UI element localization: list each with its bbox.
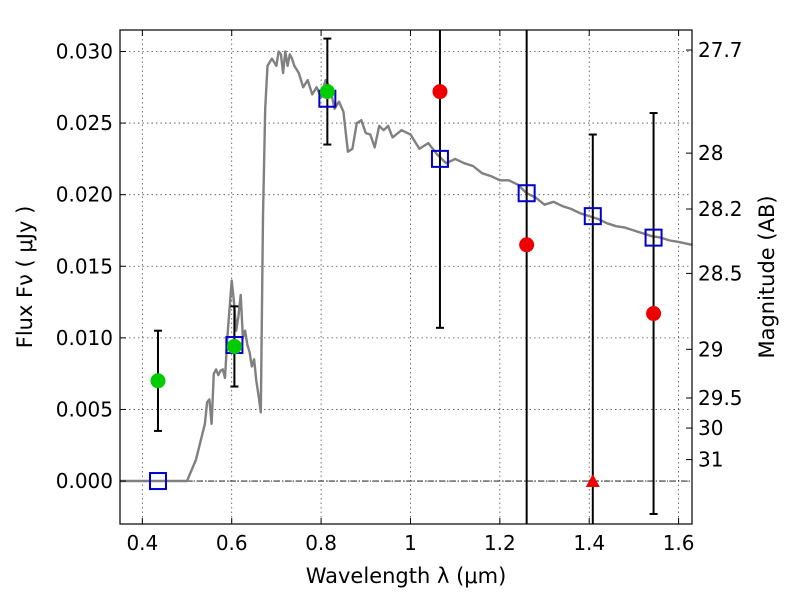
green-detection-point [319,84,335,100]
magnitude-tick-label: 30 [698,416,723,440]
magnitude-tick-label: 29 [698,337,723,361]
model-band-square [583,207,602,226]
x-tick-label: 0.4 [126,531,158,555]
x-tick-label: 0.6 [216,531,248,555]
x-tick-label: 1.4 [573,531,605,555]
magnitude-tick-label: 28 [698,141,723,165]
y-tick-label: 0.010 [56,326,113,350]
y-tick-label: 0.025 [56,111,113,135]
green-detection-point [226,338,242,354]
model-band-square [644,228,663,247]
magnitude-tick-label: 29.5 [698,386,743,410]
red-upper-limit-triangle [585,474,600,488]
red-detection-point [519,237,535,253]
magnitude-tick-label: 28.2 [698,197,743,221]
x-axis-label: Wavelength λ (μm) [306,564,507,588]
model-band-square [517,184,536,203]
x-tick-label: 0.8 [305,531,337,555]
magnitude-tick-label: 31 [698,448,723,472]
y-tick-label: 0.000 [56,469,113,493]
y2-axis-label: Magnitude (AB) [755,195,779,358]
green-detection-point [150,373,166,389]
y-tick-label: 0.030 [56,39,113,63]
x-tick-label: 1.2 [484,531,516,555]
data-points-layer [148,84,663,491]
y-tick-label: 0.020 [56,183,113,207]
y-tick-label: 0.015 [56,254,113,278]
grid-lines [120,30,692,524]
x-ticks: 0.4 0.6 0.8 1 1.2 1.4 1.6 [126,30,695,555]
red-detection-point [432,84,448,100]
y-tick-label: 0.005 [56,397,113,421]
error-bars-layer [153,30,658,524]
x-tick-label: 1 [404,531,417,555]
x-tick-label: 1.6 [663,531,695,555]
magnitude-tick-label: 27.7 [698,38,743,62]
red-detection-point [646,306,662,322]
left-y-ticks: 0.000 0.005 0.010 0.015 0.020 0.025 0.030 [56,39,126,493]
plot-frame [119,29,693,525]
y-axis-label: Flux Fν ( μJy ) [13,206,37,349]
model-band-square [148,472,167,491]
magnitude-tick-label: 28.5 [698,261,743,285]
model-band-square [430,149,449,168]
right-y-ticks: 27.7 28 28.2 28.5 29 29.5 30 31 [686,38,743,472]
model-spectrum-layer [120,50,693,483]
model-spectrum-line [120,50,693,483]
